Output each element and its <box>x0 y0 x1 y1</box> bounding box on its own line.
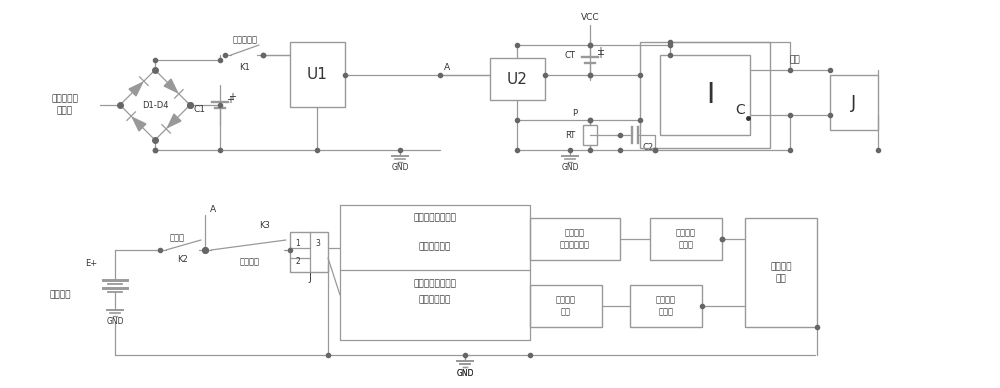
Text: RT: RT <box>565 130 575 140</box>
Text: E+: E+ <box>85 258 97 267</box>
Text: +: + <box>596 46 604 56</box>
Text: +: + <box>228 92 236 102</box>
Text: D1-D4: D1-D4 <box>142 100 168 109</box>
Text: A: A <box>210 206 216 215</box>
Bar <box>650 218 722 260</box>
Text: K1: K1 <box>239 64 249 73</box>
Text: P: P <box>572 109 577 118</box>
Bar <box>490 58 545 100</box>
Polygon shape <box>133 118 146 131</box>
Polygon shape <box>168 114 181 127</box>
Text: 车载电池: 车载电池 <box>49 291 71 300</box>
Text: 电门锁: 电门锁 <box>170 234 184 242</box>
Text: 车载发电机
取样点: 车载发电机 取样点 <box>52 95 78 115</box>
Text: J: J <box>309 273 311 283</box>
Text: A: A <box>444 64 450 73</box>
Bar <box>745 218 817 327</box>
Bar <box>530 218 620 260</box>
Text: U1: U1 <box>307 67 328 82</box>
Bar <box>640 42 770 148</box>
Text: 空调开关: 空调开关 <box>240 258 260 267</box>
Text: 电磁开关
线圈: 电磁开关 线圈 <box>556 296 576 316</box>
Text: C: C <box>735 103 745 117</box>
Bar <box>530 285 602 327</box>
Text: GND: GND <box>456 369 474 378</box>
Polygon shape <box>164 79 177 92</box>
Text: 电动空调
压缩机控制器: 电动空调 压缩机控制器 <box>560 229 590 249</box>
Text: 车载空调
系统: 车载空调 系统 <box>770 262 792 283</box>
Text: I: I <box>706 81 714 109</box>
Text: +: + <box>596 50 604 60</box>
Text: K2: K2 <box>178 256 188 265</box>
Bar <box>290 232 328 272</box>
Text: C2: C2 <box>642 144 654 152</box>
Text: 车载电动空调控制: 车载电动空调控制 <box>414 213 456 222</box>
Text: GND: GND <box>456 369 474 378</box>
Text: 机械空调
压缩机: 机械空调 压缩机 <box>656 296 676 316</box>
Text: 控制器控制线: 控制器控制线 <box>419 242 451 251</box>
Text: GND: GND <box>561 163 579 173</box>
Text: 电磁开关线圈: 电磁开关线圈 <box>419 296 451 305</box>
Text: GND: GND <box>391 163 409 173</box>
Text: C1: C1 <box>193 106 205 114</box>
Polygon shape <box>129 83 142 96</box>
Text: 1: 1 <box>296 239 300 248</box>
Text: 3: 3 <box>315 239 320 248</box>
Bar <box>830 75 878 130</box>
Text: VCC: VCC <box>581 14 599 23</box>
Text: 输出: 输出 <box>790 55 801 64</box>
Bar <box>660 55 750 135</box>
Text: 电动空调
压缩机: 电动空调 压缩机 <box>676 229 696 249</box>
Text: U2: U2 <box>507 71 528 87</box>
Text: GND: GND <box>106 317 124 326</box>
Text: K3: K3 <box>260 220 270 229</box>
Bar <box>583 125 597 145</box>
Text: 车载机械空调控制: 车载机械空调控制 <box>414 279 456 289</box>
Text: 多用途节点: 多用途节点 <box>232 35 258 45</box>
Text: CT: CT <box>564 50 575 59</box>
Text: +: + <box>226 95 234 105</box>
Bar <box>290 42 345 107</box>
Text: J: J <box>851 94 857 111</box>
Text: 2: 2 <box>296 258 300 267</box>
Bar <box>630 285 702 327</box>
